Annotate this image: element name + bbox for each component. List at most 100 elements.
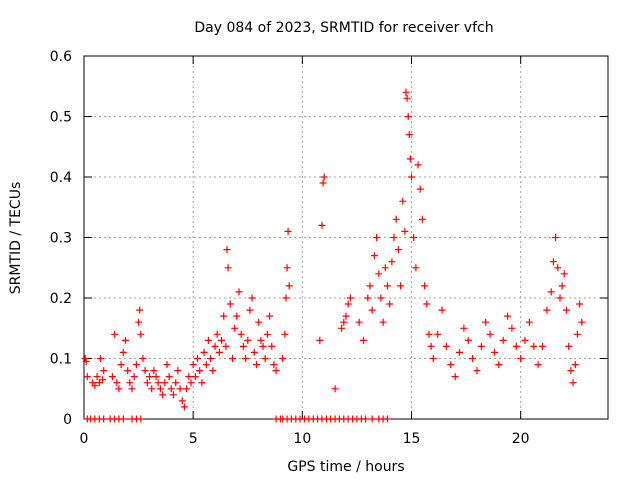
y-tick-label: 0 [63, 412, 72, 428]
data-point [379, 318, 387, 326]
data-point [146, 373, 153, 381]
data-point [229, 355, 236, 362]
data-point [154, 379, 162, 387]
data-point [139, 355, 147, 362]
data-point [187, 379, 195, 387]
x-tick-label: 15 [403, 431, 421, 447]
data-point [239, 342, 247, 350]
data-point [405, 131, 413, 139]
data-point [285, 282, 293, 290]
data-point [128, 385, 136, 393]
data-point [281, 330, 289, 338]
data-point [552, 234, 560, 241]
data-point [569, 379, 577, 387]
data-point [368, 415, 376, 423]
data-point [167, 385, 175, 393]
data-point [567, 367, 575, 375]
data-point [246, 306, 254, 314]
data-point [259, 342, 267, 350]
data-point [403, 94, 411, 102]
data-point [122, 336, 129, 344]
data-point [456, 348, 463, 356]
data-point [460, 324, 468, 332]
x-tick-label: 10 [293, 431, 311, 447]
y-tick-label: 0.5 [50, 110, 72, 126]
data-point [340, 318, 348, 326]
data-point [183, 385, 191, 393]
data-point [233, 312, 241, 320]
data-point [549, 258, 557, 266]
data-point [283, 264, 291, 272]
data-point [224, 264, 232, 272]
data-point [81, 355, 89, 362]
data-point [556, 294, 564, 302]
data-point [368, 306, 376, 314]
x-tick-label: 0 [80, 431, 89, 447]
data-point [174, 367, 182, 375]
data-point [521, 336, 529, 344]
data-point [425, 330, 433, 338]
data-point [508, 324, 516, 332]
data-point [316, 336, 324, 344]
data-point [394, 246, 402, 254]
data-point [272, 367, 280, 375]
data-point [482, 318, 490, 326]
data-point [95, 379, 103, 387]
x-tick-label: 20 [512, 431, 530, 447]
data-point [558, 282, 566, 290]
data-point [136, 306, 144, 314]
data-point [198, 379, 206, 387]
data-point [412, 264, 420, 272]
data-point [342, 312, 350, 320]
data-point [99, 376, 107, 384]
y-tick-label: 0.3 [50, 231, 72, 247]
data-point [96, 355, 104, 362]
data-point [119, 415, 127, 423]
data-point [189, 361, 197, 369]
data-point [226, 300, 234, 308]
data-point [384, 282, 391, 290]
data-point [375, 270, 383, 278]
data-point [578, 318, 586, 326]
data-point [176, 385, 184, 393]
data-point [132, 361, 140, 369]
data-point [438, 306, 446, 314]
data-point [320, 173, 328, 181]
data-point [390, 234, 398, 241]
data-point [222, 342, 230, 350]
data-point [250, 348, 258, 356]
data-point [93, 373, 101, 381]
data-point [100, 415, 108, 423]
y-tick-label: 0.6 [50, 49, 72, 65]
data-point [242, 355, 250, 362]
data-point [319, 179, 327, 187]
y-tick-label: 0.1 [50, 352, 72, 368]
data-point [491, 348, 498, 356]
data-point [83, 373, 91, 381]
data-point [255, 318, 263, 326]
data-point [517, 355, 525, 362]
data-point [126, 379, 134, 387]
data-point [161, 379, 169, 387]
data-point [213, 330, 221, 338]
data-point [434, 330, 442, 338]
data-point [388, 258, 396, 266]
data-point [135, 318, 143, 326]
data-point [150, 367, 158, 375]
data-point [159, 391, 167, 399]
data-point [248, 294, 256, 302]
data-point [402, 88, 410, 96]
data-point [534, 361, 542, 369]
data-point [113, 379, 121, 387]
data-point [530, 342, 538, 350]
data-point [191, 373, 199, 381]
data-point [499, 336, 507, 344]
data-point [408, 173, 415, 181]
data-point [451, 373, 459, 381]
data-point [406, 155, 414, 163]
data-point [381, 264, 389, 272]
data-point [172, 379, 180, 387]
data-point [194, 355, 201, 362]
grid-lines [84, 56, 608, 419]
